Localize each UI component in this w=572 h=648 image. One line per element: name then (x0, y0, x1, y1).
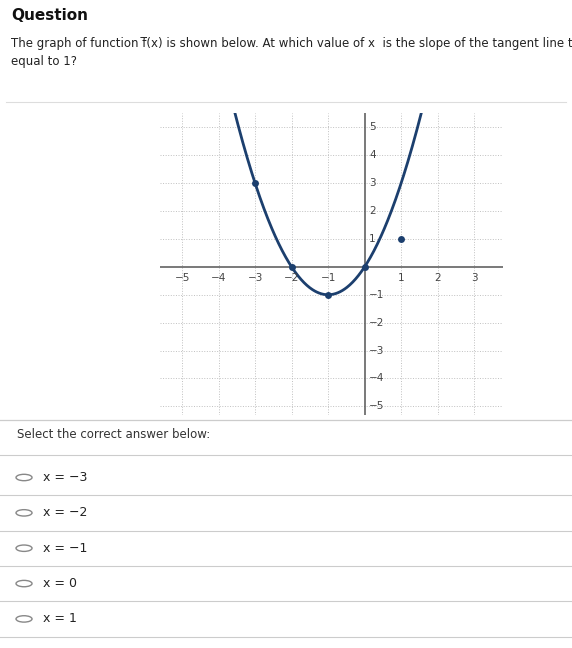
Text: 1: 1 (398, 273, 404, 283)
Text: 2: 2 (434, 273, 441, 283)
Text: −4: −4 (369, 373, 384, 384)
Text: x = 0: x = 0 (43, 577, 77, 590)
Text: x = −3: x = −3 (43, 471, 88, 484)
Text: −4: −4 (211, 273, 227, 283)
Text: −2: −2 (284, 273, 299, 283)
Text: 2: 2 (369, 206, 376, 216)
Text: −1: −1 (369, 290, 384, 300)
Text: Select the correct answer below:: Select the correct answer below: (17, 428, 210, 441)
Text: 4: 4 (369, 150, 376, 160)
Text: 5: 5 (369, 122, 376, 132)
Text: −3: −3 (369, 345, 384, 356)
Text: −5: −5 (369, 401, 384, 411)
Text: 3: 3 (369, 178, 376, 188)
Text: x = −1: x = −1 (43, 542, 88, 555)
Text: 3: 3 (471, 273, 478, 283)
Text: 1: 1 (369, 234, 376, 244)
Text: −1: −1 (320, 273, 336, 283)
Text: x = −2: x = −2 (43, 506, 88, 519)
Text: x = 1: x = 1 (43, 612, 77, 625)
Text: −3: −3 (248, 273, 263, 283)
Text: −5: −5 (174, 273, 190, 283)
Text: The graph of function f̅(x) is shown below. At which value of x  is the slope of: The graph of function f̅(x) is shown bel… (11, 36, 572, 68)
Text: Question: Question (11, 8, 89, 23)
Text: −2: −2 (369, 318, 384, 328)
